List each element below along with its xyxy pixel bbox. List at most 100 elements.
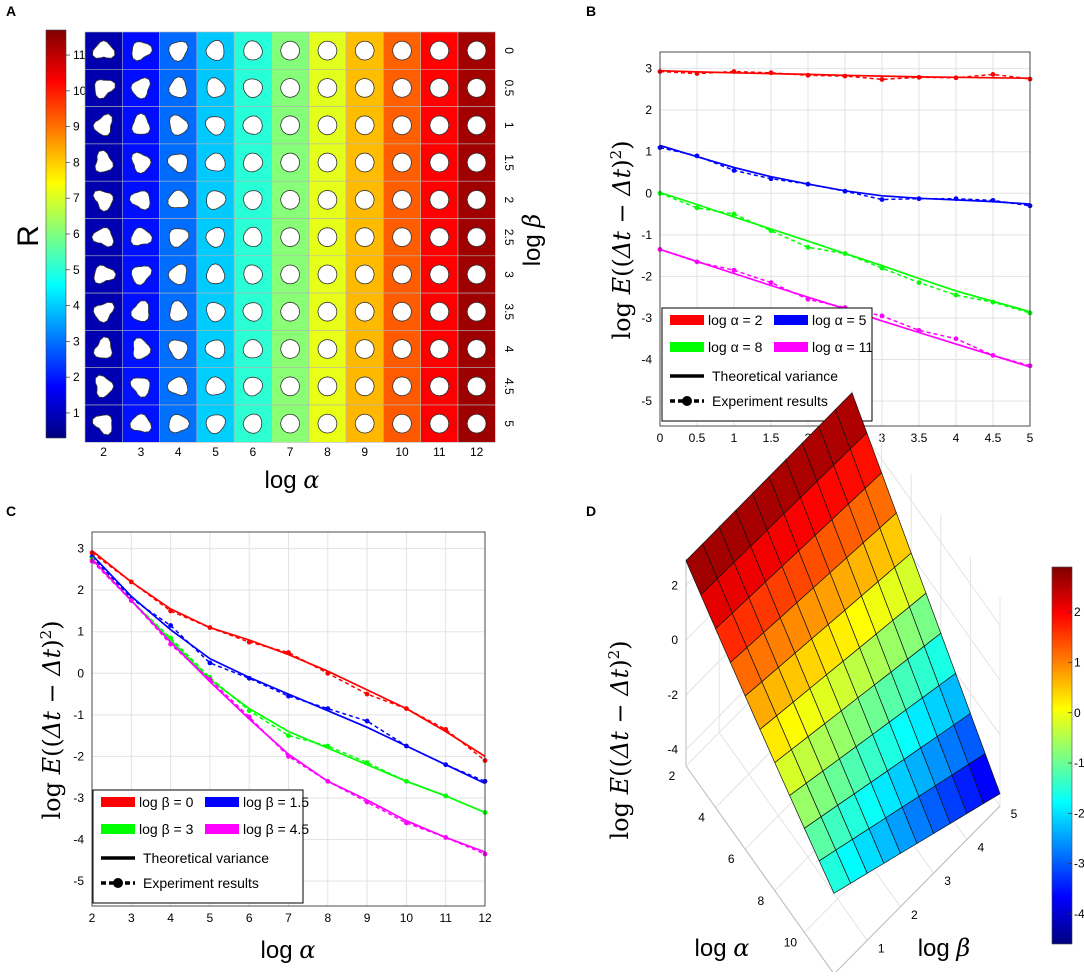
b-experiment-point: [879, 77, 885, 82]
b-legend-theory-label: Theoretical variance: [712, 368, 838, 384]
colorbar-d-tick-label: 0: [1074, 706, 1081, 720]
cell-shape: [392, 152, 412, 173]
cell-shape: [168, 40, 189, 62]
cell-shape: [280, 339, 301, 359]
cell-shape: [429, 227, 450, 248]
panel-letter-b: B: [586, 3, 596, 19]
cell-shape: [280, 264, 301, 285]
a-ytick-label: 1: [502, 122, 516, 129]
c-experiment-point: [443, 793, 449, 799]
c-experiment-point: [443, 762, 449, 768]
d-axis-alpha: [685, 765, 835, 975]
heatmap-cell: [420, 367, 459, 406]
b-experiment-point: [694, 71, 700, 77]
cell-shape: [429, 40, 450, 61]
c-experiment-line-3: [91, 560, 486, 855]
c-xtick-label: 10: [400, 911, 414, 925]
cell-shape: [392, 115, 412, 136]
cell-shape: [243, 152, 264, 173]
cell-shape: [242, 338, 264, 359]
a-ytick-label: 2.5: [502, 229, 516, 246]
cell-shape: [429, 264, 450, 285]
c-xtick-label: 8: [324, 911, 331, 925]
c-experiment-point: [364, 760, 370, 766]
b-experiment-line-2: [659, 192, 1031, 314]
c-experiment-point: [364, 718, 370, 724]
b-experiment-point: [990, 299, 996, 305]
c-xtick-label: 11: [439, 911, 452, 925]
b-ytick-label: -2: [641, 269, 652, 283]
cell-shape: [206, 263, 226, 285]
c-legend-label: log β = 0: [139, 794, 194, 810]
heatmap-cell: [271, 69, 310, 107]
cell-shape: [280, 40, 301, 61]
c-experiment-point: [364, 691, 370, 697]
b-experiment-point: [768, 176, 774, 182]
cell-shape: [129, 413, 153, 433]
cell-shape: [317, 227, 338, 248]
d-axis-beta: [833, 805, 1001, 975]
cell-shape: [429, 339, 450, 359]
colorbar-a-tick-label: 2: [73, 370, 80, 384]
b-experiment-point: [916, 328, 922, 333]
cell-shape: [466, 40, 487, 61]
c-xtick-label: 12: [478, 911, 492, 925]
c-legend: log β = 0 log β = 1.5 log β = 3 log β = 4.5…: [92, 789, 309, 904]
d-beta-tick-label: 4: [977, 841, 984, 855]
cell-shape: [354, 115, 375, 136]
cell-shape: [92, 301, 116, 324]
c-experiment-point: [404, 778, 409, 784]
b-experiment-point: [990, 197, 996, 203]
cell-shape: [167, 189, 190, 209]
c-experiment-point: [325, 670, 331, 676]
cell-shape: [130, 77, 151, 100]
b-xtick-label: 1.5: [763, 431, 780, 445]
c-experiment-point: [325, 706, 331, 712]
cell-shape: [167, 153, 188, 173]
cell-shape: [167, 263, 188, 286]
c-legend-theory-label: Theoretical variance: [143, 850, 269, 866]
cell-shape: [131, 112, 151, 135]
b-experiment-point: [953, 75, 959, 81]
cell-shape: [92, 189, 114, 212]
a-ytick-label: 3.5: [502, 303, 516, 320]
cell-shape: [354, 227, 375, 248]
b-experiment-point: [731, 168, 737, 173]
b-experiment-point: [842, 251, 848, 256]
cell-shape: [242, 302, 263, 322]
c-xtick-label: 5: [207, 911, 214, 925]
d-alpha-tick-label: 6: [728, 852, 735, 866]
c-legend-exp-label: Experiment results: [143, 875, 259, 891]
b-experiment-point: [805, 72, 811, 78]
b-legend-exp-label: Experiment results: [712, 393, 828, 409]
b-ylabel: log E((Δt − Δt)2): [607, 140, 636, 339]
cell-shape: [167, 339, 189, 361]
c-legend-swatch: [101, 797, 135, 807]
cell-shape: [166, 376, 189, 397]
cell-shape: [392, 189, 412, 210]
cell-shape: [168, 414, 190, 434]
colorbar-a-tick-label: 7: [73, 191, 80, 205]
cell-shape: [429, 301, 450, 322]
c-experiment-point: [207, 660, 213, 666]
b-ytick-label: -5: [641, 394, 652, 408]
cell-shape: [243, 376, 264, 397]
cell-shape: [242, 115, 263, 135]
cell-shape: [128, 190, 151, 211]
cell-shape: [168, 228, 190, 248]
b-experiment-point: [805, 181, 811, 187]
d-beta-tick-label: 5: [1011, 807, 1018, 821]
cell-shape: [92, 414, 113, 436]
cell-shape: [206, 190, 227, 210]
cell-shape: [466, 413, 487, 434]
a-ylabel: log β: [518, 214, 546, 267]
b-experiment-point: [916, 280, 922, 286]
c-ytick-label: 1: [77, 625, 84, 639]
b-experiment-point: [916, 196, 922, 202]
colorbar-a-tick-label: 1: [73, 406, 80, 420]
a-xtick-label: 10: [395, 445, 409, 459]
cell-shape: [280, 152, 301, 173]
cell-shape: [317, 152, 338, 173]
